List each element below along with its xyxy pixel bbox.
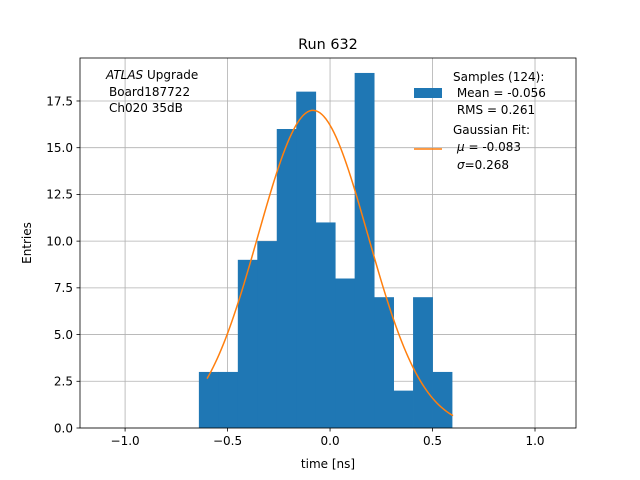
x-tick-label-3: 0.5: [423, 434, 442, 448]
histogram-bar-10: [393, 390, 414, 428]
histogram-bar-12: [432, 371, 453, 428]
y-tick-label-1: 2.5: [54, 375, 73, 389]
y-axis-ticks: 0.0 2.5 5.0 7.5 10.0 12.5 15.0 17.5: [46, 94, 80, 435]
histogram-bar-0: [198, 371, 219, 428]
y-tick-label-6: 15.0: [46, 141, 73, 155]
y-tick-label-7: 17.5: [46, 94, 73, 108]
annotation-line-1: ATLAS Upgrade: [105, 68, 198, 82]
legend-histogram-line-3: RMS = 0.261: [453, 103, 535, 117]
annotation-line-3: Ch020 35dB: [109, 101, 183, 115]
histogram-bars: [198, 72, 453, 429]
legend-sigma-value: =0.268: [465, 158, 509, 172]
histogram-bar-6: [315, 222, 336, 428]
annotation-line-2: Board187722: [109, 85, 190, 99]
histogram-bar-8: [354, 72, 375, 428]
y-tick-label-4: 10.0: [46, 234, 73, 248]
legend-mu-symbol: μ: [456, 140, 465, 154]
legend-fit-line-1: Gaussian Fit:: [453, 123, 530, 137]
legend-fit-line-3: σ=0.268: [457, 158, 509, 172]
histogram-bar-5: [296, 91, 317, 429]
annotation-atlas: ATLAS: [105, 68, 144, 82]
histogram-bar-7: [335, 278, 356, 428]
plot-frame: [79, 57, 577, 429]
legend-histogram-line-2: Mean = -0.056: [453, 86, 546, 100]
histogram-bar-9: [374, 297, 394, 428]
gaussian-fit: [206, 109, 454, 417]
histogram-bar-1: [218, 371, 239, 428]
y-tick-label-5: 12.5: [46, 188, 73, 202]
y-tick-label-0: 0.0: [54, 421, 73, 435]
legend-fit-line-2: μ = -0.083: [456, 140, 521, 154]
histogram-bar-2: [237, 259, 258, 428]
x-tick-label-2: 0.0: [321, 434, 340, 448]
histogram-bar-4: [276, 129, 297, 428]
x-tick-label-4: 1.0: [525, 434, 544, 448]
gaussian-fit-curve: [206, 109, 454, 417]
y-tick-label-3: 7.5: [54, 281, 73, 295]
histogram-bar-3: [257, 241, 278, 428]
legend-histogram-line-1: Samples (124):: [453, 70, 544, 84]
y-tick-label-2: 5.0: [54, 328, 73, 342]
chart-title: Run 632: [298, 37, 358, 53]
histogram-bar-11: [413, 297, 433, 428]
x-tick-label-1: −0.5: [213, 434, 242, 448]
legend-mu-value: = -0.083: [465, 140, 521, 154]
y-axis-label: Entries: [20, 222, 34, 264]
legend: Samples (124): Mean = -0.056 RMS = 0.261…: [414, 70, 546, 172]
annotation-box: ATLAS Upgrade Board187722 Ch020 35dB: [105, 68, 198, 115]
x-tick-label-0: −1.0: [111, 434, 140, 448]
annotation-upgrade: Upgrade: [143, 68, 198, 82]
x-axis-ticks: −1.0 −0.5 0.0 0.5 1.0: [111, 428, 545, 448]
legend-histogram-swatch: [414, 88, 442, 98]
x-axis-label: time [ns]: [301, 457, 355, 471]
legend-sigma-symbol: σ: [457, 158, 465, 172]
